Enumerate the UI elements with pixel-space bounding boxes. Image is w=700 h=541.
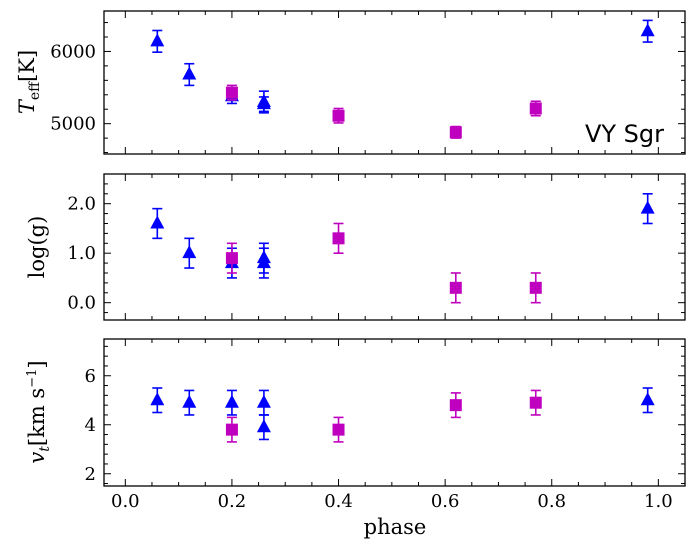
logg-panel-frame — [103, 173, 686, 321]
x-tick-label: 0.4 — [324, 491, 353, 512]
square-marker — [449, 281, 462, 294]
square-marker — [449, 126, 462, 139]
vt-triangles-point — [224, 389, 239, 416]
teff-triangles-point — [640, 19, 655, 43]
teff-yticks: 5000 6000 — [50, 22, 685, 154]
square-marker — [332, 423, 345, 436]
triangle-marker — [182, 394, 197, 408]
logg-squares-point — [449, 272, 462, 304]
vt-ylabel-sup: −1 — [25, 369, 40, 388]
teff-xticks — [124, 11, 659, 154]
triangle-marker — [150, 33, 165, 47]
triangle-marker — [256, 94, 271, 107]
vt-yticks: 2 4 6 — [85, 345, 685, 485]
triangle-marker — [640, 200, 655, 214]
teff-ylabel: Teff[K] — [15, 50, 43, 114]
logg-marks — [150, 192, 655, 304]
logg-panel: 0.0 1.0 2.0 log(g) — [25, 173, 686, 321]
vt-triangles-point — [256, 414, 271, 441]
logg-triangles-point — [182, 237, 197, 269]
square-marker — [332, 232, 345, 245]
star-name-annotation: VY Sgr — [585, 120, 664, 148]
teff-ylabel-main: T — [15, 98, 39, 114]
teff-triangles-point — [150, 29, 165, 53]
teff-panel-frame — [103, 10, 686, 155]
vt-panel: 2 4 6 vt[km s−1] — [25, 338, 686, 487]
teff-ylabel-sub: eff — [27, 81, 43, 100]
vt-triangles-point — [182, 389, 197, 416]
x-tick-label: 1.0 — [644, 491, 673, 512]
logg-triangles-point — [150, 207, 165, 240]
teff-squares-point — [529, 100, 542, 117]
square-marker — [225, 86, 238, 99]
vt-panel-frame — [103, 338, 686, 487]
logg-triangles-point — [640, 192, 655, 225]
square-marker — [225, 252, 238, 265]
vt-ylabel-unit: [km s — [25, 388, 49, 446]
vt-ytick-label: 4 — [85, 415, 96, 436]
triangle-marker — [640, 392, 655, 406]
square-marker — [529, 396, 542, 409]
logg-ytick-label: 1.0 — [67, 243, 96, 264]
triangle-marker — [640, 23, 655, 37]
vt-ylabel-sub: t — [37, 446, 53, 452]
x-tick-label: 0.8 — [537, 491, 566, 512]
square-marker — [225, 423, 238, 436]
teff-triangles-point — [182, 62, 197, 87]
logg-squares-point — [529, 272, 542, 304]
square-marker — [529, 281, 542, 294]
vt-squares-point — [225, 416, 238, 443]
vt-ytick-label: 6 — [85, 366, 96, 387]
teff-squares-point — [225, 84, 238, 101]
vt-marks — [150, 387, 655, 443]
teff-marks — [150, 19, 655, 139]
vt-triangles-point — [640, 387, 655, 414]
x-axis-label: phase — [364, 515, 427, 539]
logg-squares-point — [332, 222, 345, 254]
vt-ylabel-main: v — [25, 452, 49, 464]
teff-panel: 5000 6000 Teff[K] VY Sgr — [15, 10, 686, 155]
vt-triangles-point — [256, 389, 271, 416]
teff-triangles-point — [256, 90, 271, 114]
x-tick-label: 0.0 — [111, 491, 140, 512]
triangle-marker — [182, 245, 197, 259]
triangle-marker — [256, 394, 271, 408]
x-tick-labels: 0.0 0.2 0.4 0.6 0.8 1.0 — [111, 491, 673, 512]
triangle-marker — [224, 394, 239, 408]
logg-yticks: 0.0 1.0 2.0 — [67, 173, 685, 314]
triangle-marker — [150, 215, 165, 229]
logg-triangles-point — [256, 242, 271, 274]
triangle-marker — [182, 66, 197, 80]
teff-squares-point — [449, 125, 462, 139]
vt-ylabel: vt[km s−1] — [25, 360, 53, 463]
logg-ytick-label: 2.0 — [67, 194, 96, 215]
square-marker — [332, 109, 345, 122]
vt-ytick-label: 2 — [85, 464, 96, 485]
vt-triangles-point — [150, 387, 165, 414]
vt-squares-point — [529, 389, 542, 416]
square-marker — [529, 102, 542, 115]
logg-xticks — [124, 174, 659, 320]
logg-ytick-label: 0.0 — [67, 293, 96, 314]
square-marker — [449, 399, 462, 412]
x-tick-label: 0.2 — [218, 491, 247, 512]
triangle-marker — [150, 392, 165, 406]
teff-ytick-label: 5000 — [50, 114, 96, 135]
logg-squares-point — [225, 242, 238, 274]
teff-squares-point — [332, 107, 345, 124]
vt-squares-point — [449, 392, 462, 419]
teff-ylabel-unit: [K] — [15, 50, 39, 82]
logg-ylabel: log(g) — [25, 216, 49, 279]
vt-ylabel-close: ] — [25, 360, 49, 368]
vt-xticks — [124, 339, 659, 486]
vt-squares-point — [332, 416, 345, 443]
x-tick-label: 0.6 — [431, 491, 460, 512]
triangle-marker — [256, 250, 271, 264]
triangle-marker — [256, 419, 271, 433]
teff-ytick-label: 6000 — [50, 41, 96, 62]
